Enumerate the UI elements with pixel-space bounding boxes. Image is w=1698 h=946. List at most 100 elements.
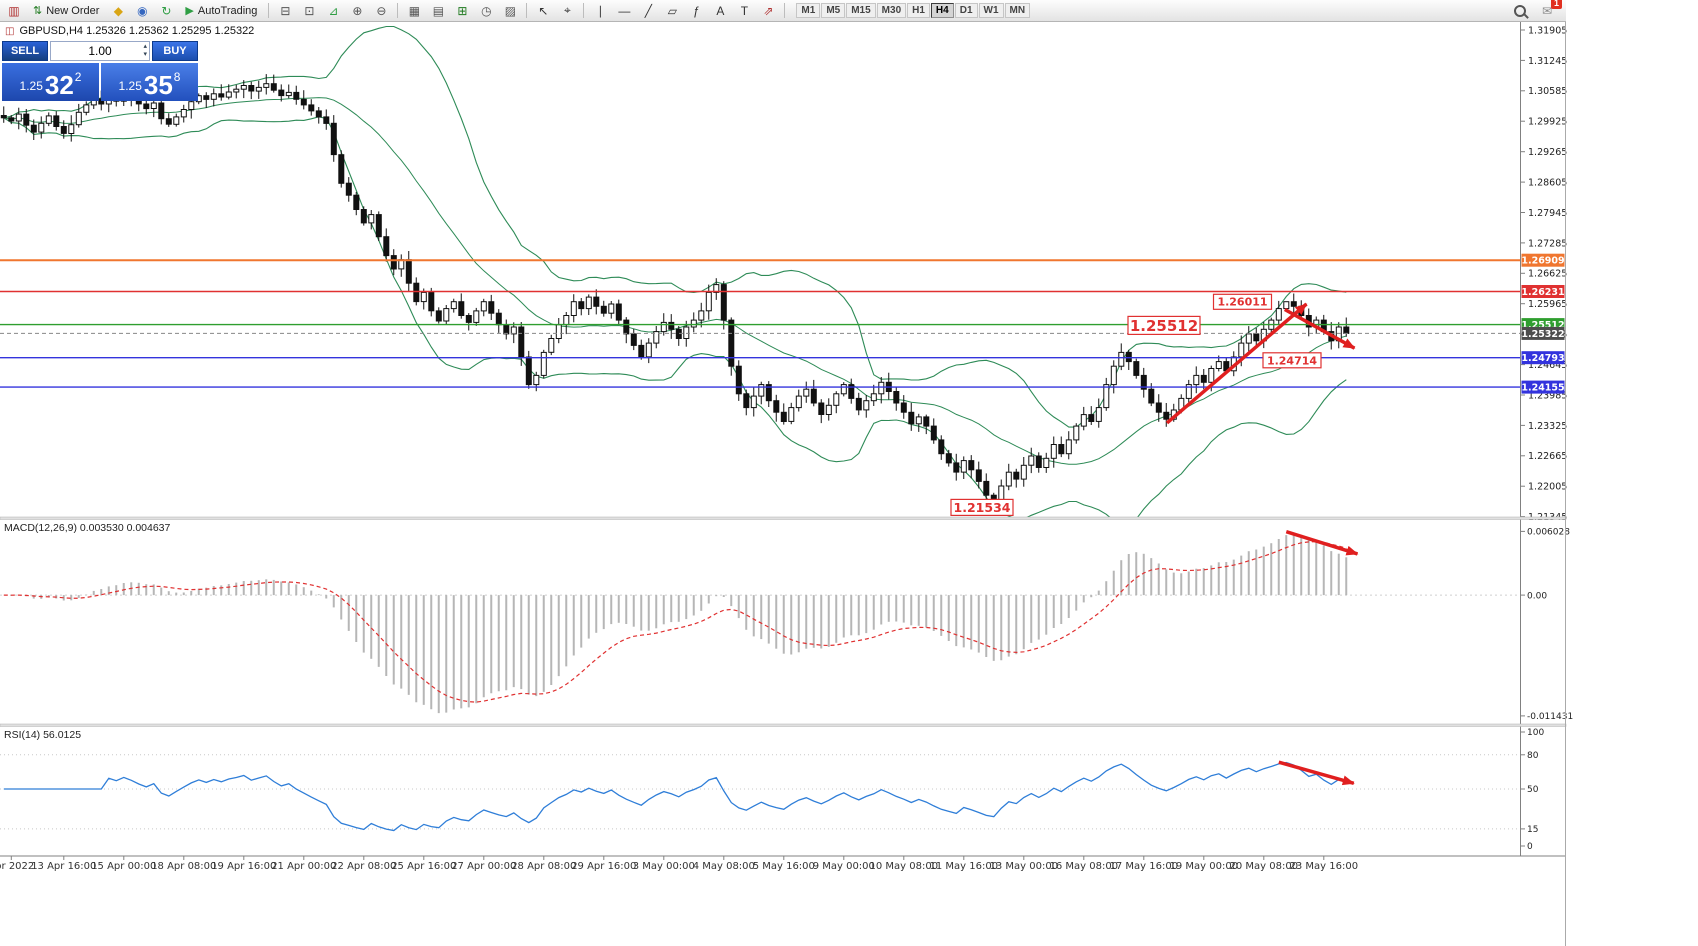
panel-splitter[interactable] [0,516,1567,520]
sell-button[interactable]: SELL [2,41,48,61]
terminal-chart-icon[interactable]: ▥ [8,3,20,18]
volume-up-icon[interactable]: ▴ [143,43,147,50]
candlestick-chart-icon[interactable]: ⊡ [304,3,315,18]
candle-body [465,315,472,323]
profiles-icon[interactable]: ◉ [137,3,148,18]
arrange-windows-icon[interactable]: ▤ [432,3,445,18]
time-axis-label: 20 May 08:00 [1230,861,1299,872]
candle-body [615,303,622,321]
fibonacci-icon[interactable]: ƒ [693,3,700,18]
candle-body [323,116,330,124]
timeframe-m30[interactable]: M30 [876,3,907,18]
arrow-tools-icon[interactable]: ⇗ [763,3,774,18]
time-axis-label: 18 Apr 08:00 [151,861,216,872]
time-axis-label: 21 Apr 00:00 [271,861,336,872]
cursor-icon[interactable]: ↖ [538,3,549,18]
buy-button[interactable]: BUY [152,41,198,61]
sell-price-pips: 32 [44,70,74,100]
svg-text:1.25512: 1.25512 [1521,320,1564,331]
volume-down-icon[interactable]: ▾ [143,51,147,58]
timeframe-mn[interactable]: MN [1004,3,1031,18]
candle-body [1253,333,1260,342]
mt4-terminal-window: ▥ ⇅ New Order ◆ ◉ ↻ ▶ AutoTrading ⊟ ⊡ ⊿ ⊕ ⊖ ▦ ▤ ⊞ ◷ ▨ ↖ ⌖ ∣ ―… [0,0,1566,946]
macd-axis-label: 0.006028 [1527,528,1570,538]
sell-price-point: 2 [74,70,82,84]
rsi-axis-label: 100 [1527,728,1544,738]
indicators-icon[interactable]: ⊞ [457,3,468,18]
macd-axis-label: 0.00 [1527,591,1547,601]
text-tool-icon[interactable]: A [716,3,725,18]
candle-body [1215,361,1222,370]
price-axis-label: 1.30585 [1528,86,1567,97]
timeframe-h1[interactable]: H1 [907,3,930,18]
time-axis-label: 5 May 16:00 [753,861,815,872]
candle-body [75,111,82,126]
candle-body [330,122,337,156]
candle-body [1163,411,1170,420]
periods-icon[interactable]: ◷ [481,3,492,18]
candle-body [578,301,585,310]
candle-body [458,301,465,317]
templates-icon[interactable]: ▨ [504,3,517,18]
search-icon[interactable] [1513,4,1526,17]
timeframe-m1[interactable]: M1 [796,3,821,18]
autotrading-button[interactable]: ▶ AutoTrading [179,2,263,20]
price-annotation[interactable]: 1.26011 [1212,293,1273,310]
new-order-button[interactable]: ⇅ New Order [27,2,105,20]
rsi-axis-label: 15 [1527,825,1538,835]
refresh-icon[interactable]: ↻ [161,3,172,18]
zoom-out-icon[interactable]: ⊖ [376,3,387,18]
candle-body [158,102,165,120]
price-annotation[interactable]: 1.21534 [950,498,1014,516]
price-annotation[interactable]: 1.25512 [1127,315,1201,335]
panel-splitter[interactable] [0,723,1567,727]
volume-input[interactable]: 1.00 ▴ ▾ [50,41,150,61]
trend-arrow[interactable] [1278,760,1355,786]
vertical-line-icon[interactable]: ∣ [597,3,604,18]
candle-body [915,416,922,425]
channel-icon[interactable]: ▱ [667,3,678,18]
chart-symbol-icon: ◫ [5,25,15,37]
price-annotation[interactable]: 1.24714 [1262,352,1322,369]
timeframe-w1[interactable]: W1 [978,3,1004,18]
candle-body [1043,457,1050,468]
bar-chart-icon[interactable]: ⊟ [280,3,291,18]
timeframe-h4[interactable]: H4 [930,3,954,18]
zoom-in-icon[interactable]: ⊕ [352,3,363,18]
price-axis-label: 1.25965 [1528,299,1567,310]
candle-body [218,93,225,98]
candle-body [263,83,270,88]
line-chart-icon[interactable]: ⊿ [328,3,339,18]
timeframe-m15[interactable]: M15 [846,3,876,18]
trend-arrow[interactable] [1165,302,1308,425]
candle-body [923,416,930,427]
candle-body [975,469,982,482]
expert-advisors-icon[interactable]: ◆ [113,3,124,18]
candle-body [960,460,967,473]
crosshair-icon[interactable]: ⌖ [564,3,571,17]
volume-stepper[interactable]: ▴ ▾ [143,43,147,59]
tile-windows-icon[interactable]: ▦ [408,3,421,18]
volume-value[interactable]: 1.00 [88,44,112,58]
sell-price-display[interactable]: 1.25 32 2 [2,63,99,101]
svg-text:1.26011: 1.26011 [1217,296,1267,309]
price-axis-label: 1.22005 [1528,482,1567,493]
horizontal-line-icon[interactable]: ― [618,3,631,18]
trend-arrow[interactable] [1285,530,1359,556]
timeframe-m5[interactable]: M5 [821,3,846,18]
candle-body [1073,425,1080,441]
candle-body [630,333,637,346]
time-axis-label: 16 May 08:00 [1050,861,1119,872]
timeframe-d1[interactable]: D1 [954,3,978,18]
label-tool-icon[interactable]: T [740,3,749,18]
notifications-icon[interactable]: ✉ 1 [1542,0,1562,18]
toolbar-separator [526,3,528,18]
candle-body [1283,301,1290,310]
candle-body [315,110,322,118]
candle-body [773,400,780,413]
candle-body [608,303,615,314]
trend-arrow[interactable] [1283,307,1356,350]
trendline-icon[interactable]: ╱ [644,3,653,18]
